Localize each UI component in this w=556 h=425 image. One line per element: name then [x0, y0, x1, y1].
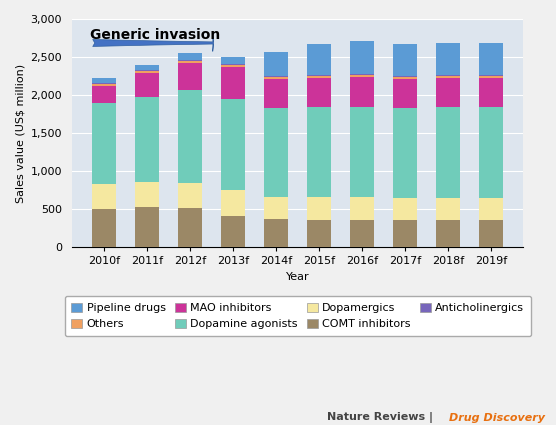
Bar	[436, 220, 460, 247]
Bar	[393, 220, 417, 247]
Bar	[178, 60, 202, 61]
Bar	[307, 78, 331, 107]
Bar	[393, 77, 417, 79]
Bar	[479, 42, 503, 75]
X-axis label: Year: Year	[286, 272, 310, 282]
Bar	[136, 207, 159, 247]
Bar	[479, 78, 503, 107]
Bar	[393, 198, 417, 220]
Bar	[307, 197, 331, 220]
Bar	[264, 197, 288, 219]
Bar	[350, 74, 374, 75]
Bar	[92, 86, 116, 103]
Bar	[264, 79, 288, 108]
Bar	[436, 78, 460, 107]
Bar	[92, 78, 116, 83]
Bar	[479, 198, 503, 220]
Bar	[479, 107, 503, 198]
Bar	[136, 65, 159, 71]
Bar	[479, 75, 503, 76]
Bar	[350, 42, 374, 74]
Bar	[178, 183, 202, 208]
Bar	[92, 209, 116, 247]
Bar	[307, 44, 331, 74]
Bar	[264, 108, 288, 197]
Bar	[307, 74, 331, 76]
Bar	[264, 219, 288, 247]
Bar	[221, 67, 245, 99]
Legend: Pipeline drugs, Others, MAO inhibitors, Dopamine agonists, Dopamergics, COMT inh: Pipeline drugs, Others, MAO inhibitors, …	[64, 296, 531, 336]
Bar	[92, 83, 116, 84]
Bar	[178, 63, 202, 90]
Bar	[178, 90, 202, 183]
Text: Drug Discovery: Drug Discovery	[449, 413, 545, 423]
Text: Generic invasion: Generic invasion	[90, 28, 220, 42]
Bar	[350, 197, 374, 220]
Bar	[221, 63, 245, 65]
Bar	[221, 99, 245, 190]
Bar	[350, 107, 374, 197]
Bar	[221, 65, 245, 67]
Bar	[436, 43, 460, 75]
Bar	[136, 71, 159, 74]
Bar	[92, 184, 116, 209]
Bar	[136, 74, 159, 97]
Bar	[436, 76, 460, 78]
Bar	[307, 76, 331, 78]
Bar	[221, 216, 245, 247]
Bar	[393, 44, 417, 76]
Y-axis label: Sales value (US$ million): Sales value (US$ million)	[15, 64, 25, 203]
Bar	[350, 77, 374, 107]
Bar	[221, 57, 245, 63]
Bar	[178, 61, 202, 63]
Bar	[307, 107, 331, 197]
Bar	[264, 76, 288, 77]
Bar	[436, 75, 460, 76]
Bar	[307, 220, 331, 247]
Bar	[178, 53, 202, 60]
Bar	[393, 79, 417, 108]
Bar	[136, 97, 159, 182]
Bar	[350, 220, 374, 247]
Bar	[393, 108, 417, 198]
Bar	[136, 182, 159, 207]
Bar	[221, 190, 245, 216]
Bar	[178, 208, 202, 247]
Bar	[479, 220, 503, 247]
Bar	[393, 76, 417, 77]
Bar	[436, 107, 460, 198]
Bar	[264, 77, 288, 79]
Bar	[479, 76, 503, 78]
Text: Nature Reviews |: Nature Reviews |	[326, 412, 436, 423]
Bar	[92, 103, 116, 184]
Bar	[350, 75, 374, 77]
Bar	[436, 198, 460, 220]
Bar	[92, 84, 116, 86]
Bar	[264, 52, 288, 76]
